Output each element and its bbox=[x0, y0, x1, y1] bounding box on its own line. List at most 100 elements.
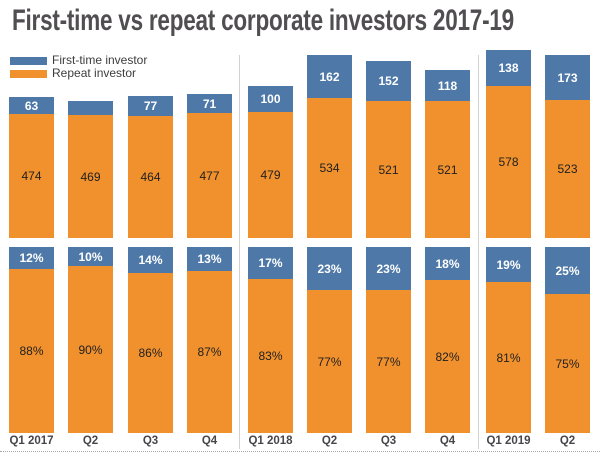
legend-item-first-time: First-time investor bbox=[10, 54, 147, 67]
segment-repeat-investor-percentages-2: 86% bbox=[128, 273, 173, 433]
segment-repeat-investor-counts-2: 464 bbox=[128, 116, 173, 238]
value-label: 12% bbox=[19, 251, 44, 265]
year-divider-2 bbox=[478, 55, 479, 449]
segment-repeat-investor-counts-3: 477 bbox=[187, 113, 232, 238]
column-counts-q4-7: 118 521 bbox=[425, 70, 470, 238]
legend-label-first-time: First-time investor bbox=[52, 53, 148, 67]
x-axis-label-q2-9: Q2 bbox=[559, 435, 576, 447]
column-counts-q3-2: 77 464 bbox=[128, 96, 173, 238]
segment-first-time-investor-percentages-9: 25% bbox=[545, 247, 590, 294]
value-label: 138 bbox=[498, 61, 519, 75]
segment-first-time-investor-counts-7: 118 bbox=[425, 70, 470, 101]
value-label: 477 bbox=[199, 168, 220, 183]
value-label: 152 bbox=[378, 74, 399, 88]
segment-repeat-investor-percentages-6: 77% bbox=[366, 290, 411, 433]
x-axis-label-q4-3: Q4 bbox=[201, 435, 218, 447]
segment-first-time-investor-percentages-7: 18% bbox=[425, 247, 470, 280]
value-label: 521 bbox=[378, 162, 399, 177]
x-axis-label-q1-2019-8: Q1 2019 bbox=[486, 435, 531, 447]
segment-repeat-investor-counts-6: 521 bbox=[366, 101, 411, 238]
value-label: 10% bbox=[78, 249, 103, 264]
column-counts-q2-9: 173 523 bbox=[545, 55, 590, 238]
column-counts-q1-2018-4: 100 479 bbox=[248, 86, 293, 238]
value-label: 75% bbox=[555, 356, 580, 371]
legend-item-repeat: Repeat investor bbox=[10, 67, 147, 80]
value-label: 71 bbox=[202, 96, 217, 111]
value-label: 25% bbox=[555, 263, 580, 278]
value-label: 469 bbox=[80, 169, 101, 184]
value-label: 77% bbox=[317, 354, 342, 369]
year-divider-1 bbox=[239, 55, 240, 449]
value-label: 23% bbox=[317, 261, 342, 276]
value-label: 523 bbox=[557, 162, 578, 176]
segment-first-time-investor-counts-9: 173 bbox=[545, 55, 590, 100]
segment-first-time-investor-percentages-3: 13% bbox=[187, 247, 232, 271]
value-label: 464 bbox=[140, 170, 161, 184]
legend-label-repeat: Repeat investor bbox=[52, 66, 137, 80]
column-counts-q4-3: 71 477 bbox=[187, 94, 232, 238]
value-label: 100 bbox=[260, 92, 281, 106]
segment-repeat-investor-counts-4: 479 bbox=[248, 112, 293, 238]
value-label: 173 bbox=[557, 70, 578, 85]
chart-title: First-time vs repeat corporate investors… bbox=[12, 4, 514, 37]
segment-repeat-investor-counts-0: 474 bbox=[9, 114, 54, 238]
column-counts-q2-5: 162 534 bbox=[307, 55, 352, 238]
segment-repeat-investor-percentages-4: 83% bbox=[248, 279, 293, 433]
segment-repeat-investor-percentages-1: 90% bbox=[68, 266, 113, 433]
column-percentages-q2-9: 25% 75% bbox=[545, 247, 590, 433]
segment-first-time-investor-percentages-1: 10% bbox=[68, 247, 113, 266]
column-percentages-q3-6: 23% 77% bbox=[366, 247, 411, 433]
value-label: 90% bbox=[78, 342, 103, 357]
value-label: 19% bbox=[496, 257, 521, 272]
bottom-dotted-divider bbox=[0, 451, 600, 452]
segment-first-time-investor-percentages-2: 14% bbox=[128, 247, 173, 273]
x-axis-label-q2-1: Q2 bbox=[82, 435, 99, 447]
column-percentages-q1-2019-8: 19% 81% bbox=[486, 247, 531, 433]
x-axis-label-q1-2018-4: Q1 2018 bbox=[248, 435, 293, 447]
segment-repeat-investor-counts-5: 534 bbox=[307, 98, 352, 238]
value-label: 162 bbox=[319, 69, 340, 84]
column-percentages-q2-1: 10% 90% bbox=[68, 247, 113, 433]
segment-repeat-investor-counts-8: 578 bbox=[486, 86, 531, 238]
value-label: 87% bbox=[197, 345, 222, 359]
segment-first-time-investor-percentages-6: 23% bbox=[366, 247, 411, 290]
segment-repeat-investor-counts-1: 469 bbox=[68, 115, 113, 238]
value-label: 118 bbox=[437, 78, 458, 93]
column-counts-q2-1: 469 bbox=[68, 101, 113, 238]
value-label: 88% bbox=[19, 344, 44, 358]
value-label: 83% bbox=[258, 349, 283, 363]
segment-repeat-investor-percentages-9: 75% bbox=[545, 294, 590, 433]
segment-first-time-investor-percentages-4: 17% bbox=[248, 247, 293, 279]
value-label: 63 bbox=[24, 98, 39, 113]
value-label: 23% bbox=[376, 261, 401, 276]
segment-repeat-investor-percentages-3: 87% bbox=[187, 271, 232, 433]
segment-first-time-investor-counts-2: 77 bbox=[128, 96, 173, 116]
segment-first-time-investor-counts-8: 138 bbox=[486, 50, 531, 86]
segment-first-time-investor-counts-5: 162 bbox=[307, 55, 352, 98]
segment-repeat-investor-counts-7: 521 bbox=[425, 101, 470, 238]
value-label: 14% bbox=[138, 253, 163, 267]
column-counts-q1-2019-8: 138 578 bbox=[486, 50, 531, 238]
segment-first-time-investor-counts-6: 152 bbox=[366, 61, 411, 101]
legend-swatch-first-time-icon bbox=[10, 56, 47, 65]
value-label: 578 bbox=[498, 155, 519, 169]
segment-repeat-investor-percentages-7: 82% bbox=[425, 280, 470, 433]
segment-repeat-investor-counts-9: 523 bbox=[545, 100, 590, 238]
value-label: 77% bbox=[376, 354, 401, 369]
column-percentages-q2-5: 23% 77% bbox=[307, 247, 352, 433]
segment-repeat-investor-percentages-8: 81% bbox=[486, 282, 531, 433]
column-percentages-q3-2: 14% 86% bbox=[128, 247, 173, 433]
value-label: 521 bbox=[437, 162, 458, 177]
value-label: 86% bbox=[138, 346, 163, 360]
value-label: 474 bbox=[21, 169, 42, 183]
x-axis-label-q3-6: Q3 bbox=[380, 435, 397, 447]
value-label: 18% bbox=[435, 256, 460, 271]
value-label: 534 bbox=[319, 161, 340, 175]
legend: First-time investor Repeat investor bbox=[10, 54, 147, 80]
value-label: 17% bbox=[258, 256, 283, 270]
legend-swatch-repeat-icon bbox=[10, 69, 47, 78]
segment-first-time-investor-percentages-0: 12% bbox=[9, 247, 54, 269]
column-percentages-q1-2017-0: 12% 88% bbox=[9, 247, 54, 433]
segment-first-time-investor-counts-3: 71 bbox=[187, 94, 232, 113]
